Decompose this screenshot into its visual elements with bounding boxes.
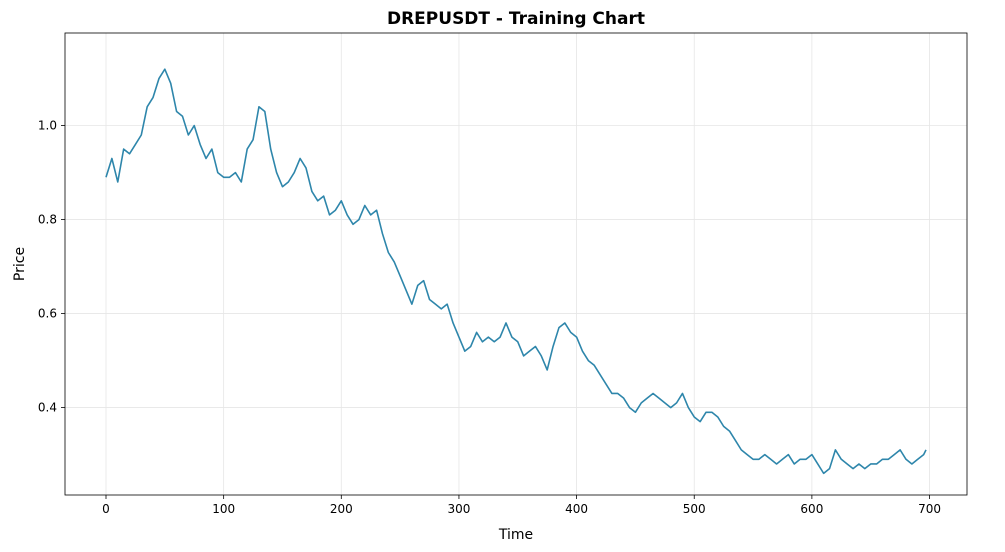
x-tick-label: 400 [565,502,588,516]
x-tick-label: 700 [918,502,941,516]
price-line [105,68,927,475]
chart-title: DREPUSDT - Training Chart [387,9,645,29]
x-tick-label: 200 [330,502,353,516]
x-tick-label: 100 [212,502,235,516]
y-tick-label: 1.0 [38,119,57,133]
x-tick-label: 600 [800,502,823,516]
y-tick-label: 0.8 [38,213,57,227]
y-tick-label: 0.6 [38,307,57,321]
plot-frame [64,32,968,496]
x-axis-label: Time [498,527,533,543]
y-tick-label: 0.4 [38,401,57,415]
y-axis-label: Price [12,247,28,281]
x-tick-label: 500 [683,502,706,516]
x-tick-label: 0 [102,502,110,516]
x-tick-label: 300 [447,502,470,516]
